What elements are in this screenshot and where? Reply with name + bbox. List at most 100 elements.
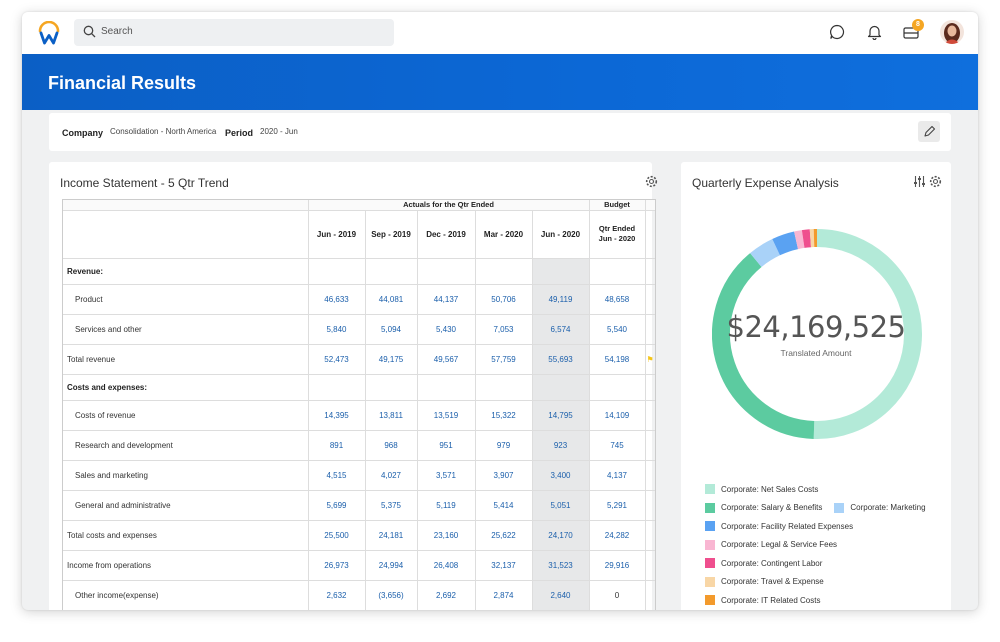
table-cell[interactable]: 4,515 — [308, 460, 366, 491]
table-cell[interactable]: 13,811 — [365, 400, 418, 431]
table-cell[interactable]: 3,907 — [475, 460, 533, 491]
table-cell[interactable]: 54,198 — [589, 343, 646, 375]
table-cell[interactable]: 44,081 — [365, 284, 418, 315]
legend-item[interactable]: Corporate: Contingent Labor — [705, 554, 822, 573]
table-cell[interactable]: 55,693 — [532, 343, 590, 375]
table-cell[interactable]: 5,430 — [417, 314, 476, 345]
actuals-group-header: Actuals for the Qtr Ended — [308, 200, 590, 211]
table-cell[interactable]: 5,094 — [365, 314, 418, 345]
top-bar: Search 8 — [22, 12, 978, 54]
table-cell[interactable]: 26,973 — [308, 549, 366, 581]
table-cell[interactable]: 4,027 — [365, 460, 418, 491]
donut-slice[interactable] — [794, 230, 805, 250]
table-cell[interactable]: 44,137 — [417, 284, 476, 315]
table-cell[interactable]: (3,656) — [365, 580, 418, 610]
column-header[interactable]: Qtr Ended Jun - 2020 — [589, 210, 646, 259]
table-cell[interactable]: 5,840 — [308, 314, 366, 345]
table-cell[interactable]: 2,632 — [308, 580, 366, 610]
legend-item[interactable]: Corporate: Facility Related Expenses — [705, 517, 853, 536]
table-cell[interactable]: 24,282 — [589, 519, 646, 551]
report-prompts-bar: Company Consolidation - North America Pe… — [49, 113, 951, 151]
table-cell[interactable]: 24,170 — [532, 519, 590, 551]
workday-logo[interactable] — [37, 21, 61, 45]
legend-item[interactable]: Corporate: Legal & Service Fees — [705, 536, 837, 555]
table-cell[interactable]: 48,658 — [589, 284, 646, 315]
table-cell[interactable]: 5,540 — [589, 314, 646, 345]
table-cell[interactable]: 5,414 — [475, 490, 533, 521]
donut-slice[interactable] — [801, 229, 812, 248]
table-cell[interactable]: 5,375 — [365, 490, 418, 521]
table-cell[interactable]: 2,640 — [532, 580, 590, 610]
notifications-bell-icon[interactable] — [867, 24, 882, 40]
table-cell[interactable]: 25,500 — [308, 519, 366, 551]
column-header[interactable]: Jun - 2020 — [532, 210, 590, 259]
table-cell[interactable]: 3,571 — [417, 460, 476, 491]
chat-icon[interactable] — [829, 24, 845, 40]
table-cell[interactable]: 13,519 — [417, 400, 476, 431]
table-cell[interactable]: 2,874 — [475, 580, 533, 610]
table-cell[interactable]: 49,567 — [417, 343, 476, 375]
table-cell[interactable]: 14,109 — [589, 400, 646, 431]
legend-item[interactable]: Corporate: Net Sales Costs — [705, 480, 818, 499]
table-cell[interactable]: 32,137 — [475, 549, 533, 581]
table-cell[interactable]: 57,759 — [475, 343, 533, 375]
column-header[interactable]: Dec - 2019 — [417, 210, 476, 259]
table-cell[interactable]: 14,395 — [308, 400, 366, 431]
period-value[interactable]: 2020 - Jun — [260, 127, 298, 136]
table-cell[interactable]: 7,053 — [475, 314, 533, 345]
table-cell[interactable]: 745 — [589, 430, 646, 461]
donut-slice[interactable] — [813, 229, 922, 439]
table-cell[interactable]: 0 — [589, 580, 646, 610]
column-header[interactable]: Mar - 2020 — [475, 210, 533, 259]
table-cell[interactable]: 4,137 — [589, 460, 646, 491]
table-cell[interactable]: 49,119 — [532, 284, 590, 315]
table-cell[interactable]: 50,706 — [475, 284, 533, 315]
legend-item[interactable]: Corporate: IT Related Costs — [705, 591, 820, 610]
table-row: Sales and marketing 4,515 4,027 3,571 3,907 3… — [63, 460, 655, 491]
company-value[interactable]: Consolidation - North America — [110, 127, 217, 136]
chart-options-sliders-icon[interactable] — [913, 175, 926, 188]
table-cell[interactable]: 3,400 — [532, 460, 590, 491]
legend-item[interactable]: Corporate: Travel & Expense — [705, 573, 824, 592]
legend-swatch — [705, 595, 715, 606]
donut-slice[interactable] — [750, 238, 781, 268]
table-cell[interactable]: 23,160 — [417, 519, 476, 551]
table-cell[interactable]: 31,523 — [532, 549, 590, 581]
table-cell[interactable]: 15,322 — [475, 400, 533, 431]
table-cell[interactable]: 14,795 — [532, 400, 590, 431]
table-cell[interactable]: 25,622 — [475, 519, 533, 551]
table-cell[interactable]: 923 — [532, 430, 590, 461]
inbox-icon[interactable] — [903, 26, 919, 40]
donut-total-value: $24,169,525 — [726, 310, 907, 344]
table-cell[interactable]: 29,916 — [589, 549, 646, 581]
table-cell[interactable]: 49,175 — [365, 343, 418, 375]
table-cell[interactable]: 52,473 — [308, 343, 366, 375]
legend-item[interactable]: Corporate: Marketing — [834, 499, 926, 518]
donut-total-caption: Translated Amount — [780, 348, 852, 358]
table-cell[interactable]: 5,291 — [589, 490, 646, 521]
table-cell[interactable]: 5,119 — [417, 490, 476, 521]
legend-item[interactable]: Corporate: Salary & Benefits — [705, 499, 822, 518]
table-cell[interactable]: 24,994 — [365, 549, 418, 581]
donut-slice[interactable] — [772, 231, 799, 256]
table-cell[interactable]: 951 — [417, 430, 476, 461]
settings-gear-icon[interactable] — [645, 175, 658, 188]
search-input[interactable]: Search — [74, 19, 394, 46]
table-cell[interactable]: 891 — [308, 430, 366, 461]
table-cell[interactable]: 46,633 — [308, 284, 366, 315]
table-cell[interactable]: 5,699 — [308, 490, 366, 521]
edit-prompts-button[interactable] — [918, 121, 940, 142]
column-header[interactable]: Jun - 2019 — [308, 210, 366, 259]
table-cell[interactable]: 24,181 — [365, 519, 418, 551]
donut-slice[interactable] — [712, 253, 815, 439]
table-cell[interactable]: 6,574 — [532, 314, 590, 345]
column-header[interactable]: Sep - 2019 — [365, 210, 418, 259]
flag-icon[interactable]: ⚑ — [646, 354, 654, 364]
table-cell[interactable]: 5,051 — [532, 490, 590, 521]
table-cell[interactable]: 968 — [365, 430, 418, 461]
table-cell[interactable]: 2,692 — [417, 580, 476, 610]
settings-gear-icon[interactable] — [929, 175, 942, 188]
user-avatar[interactable] — [940, 20, 964, 44]
table-cell[interactable]: 979 — [475, 430, 533, 461]
table-cell[interactable]: 26,408 — [417, 549, 476, 581]
